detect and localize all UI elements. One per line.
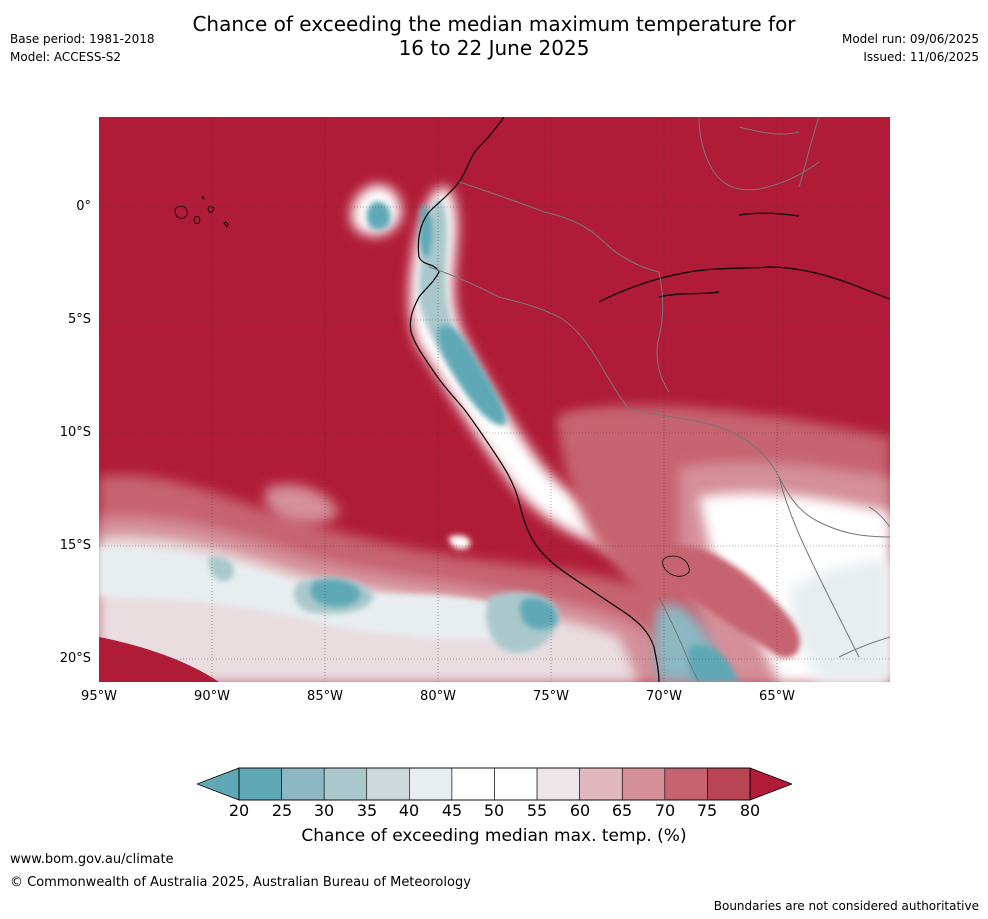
map-title: Chance of exceeding the median maximum t… — [0, 12, 988, 60]
colorbar-tick-80: 80 — [739, 801, 761, 820]
colorbar-cell-55 — [536, 767, 580, 801]
colorbar-tick-35: 35 — [356, 801, 378, 820]
colorbar-low-extension — [197, 767, 240, 801]
lat-label-10s: 10°S — [59, 425, 91, 440]
colorbar-high-extension — [749, 767, 792, 801]
source-url[interactable]: www.bom.gov.au/climate — [10, 852, 174, 867]
colorbar-cells — [238, 767, 751, 801]
lat-label-0: 0° — [76, 199, 91, 214]
galapagos-islands — [174, 196, 229, 228]
colorbar-tick-30: 30 — [313, 801, 335, 820]
colorbar-tick-20: 20 — [228, 801, 250, 820]
lon-label-85w: 85°W — [307, 689, 343, 704]
lat-label-5s: 5°S — [67, 312, 91, 327]
colorbar — [197, 767, 792, 801]
lon-label-70w: 70°W — [646, 689, 682, 704]
colorbar-tick-75: 75 — [696, 801, 718, 820]
probability-map — [99, 117, 890, 682]
lon-label-65w: 65°W — [759, 689, 795, 704]
amazon-river — [598, 212, 890, 303]
lon-label-75w: 75°W — [533, 689, 569, 704]
colorbar-cell-50 — [494, 767, 538, 801]
colorbar-cell-35 — [366, 767, 410, 801]
lat-label-15s: 15°S — [59, 538, 91, 553]
colorbar-cell-30 — [323, 767, 368, 801]
model-run: Model run: 09/06/2025 — [841, 32, 979, 46]
colorbar-cell-75 — [707, 767, 751, 801]
title-line-1: Chance of exceeding the median maximum t… — [192, 12, 796, 36]
lon-label-80w: 80°W — [420, 689, 456, 704]
lon-label-90w: 90°W — [194, 689, 230, 704]
coastline — [409, 117, 660, 682]
colorbar-tick-25: 25 — [271, 801, 293, 820]
country-boundaries — [428, 117, 890, 682]
lon-label-95w: 95°W — [81, 689, 117, 704]
colorbar-cell-40 — [409, 767, 453, 801]
boundary-disclaimer: Boundaries are not considered authoritat… — [713, 899, 979, 913]
cool-anomaly-south-pacific — [99, 475, 789, 682]
colorbar-tick-60: 60 — [569, 801, 591, 820]
title-line-2: 16 to 22 June 2025 — [398, 36, 590, 60]
colorbar-cell-65 — [621, 767, 666, 801]
colorbar-cell-60 — [579, 767, 623, 801]
model-name: Model: ACCESS-S2 — [10, 50, 122, 64]
issued-date: Issued: 11/06/2025 — [863, 50, 979, 64]
colorbar-label: Chance of exceeding median max. temp. (%… — [301, 826, 687, 846]
colorbar-tick-40: 40 — [398, 801, 420, 820]
colorbar-tick-50: 50 — [483, 801, 505, 820]
colorbar-frame — [238, 767, 751, 801]
colorbar-tick-55: 55 — [526, 801, 548, 820]
colorbar-cell-25 — [281, 767, 325, 801]
colorbar-cell-70 — [664, 767, 708, 801]
map-gridlines — [99, 117, 890, 682]
base-period: Base period: 1981-2018 — [10, 32, 155, 46]
colorbar-tick-70: 70 — [654, 801, 676, 820]
colorbar-tick-65: 65 — [611, 801, 633, 820]
lat-label-20s: 20°S — [59, 651, 91, 666]
colorbar-cell-20 — [238, 767, 282, 801]
lake-titicaca — [662, 555, 690, 577]
copyright-notice: © Commonwealth of Australia 2025, Austra… — [10, 875, 471, 890]
colorbar-cell-45 — [451, 767, 495, 801]
colorbar-tick-45: 45 — [441, 801, 463, 820]
inland-anomaly-region — [559, 405, 890, 682]
